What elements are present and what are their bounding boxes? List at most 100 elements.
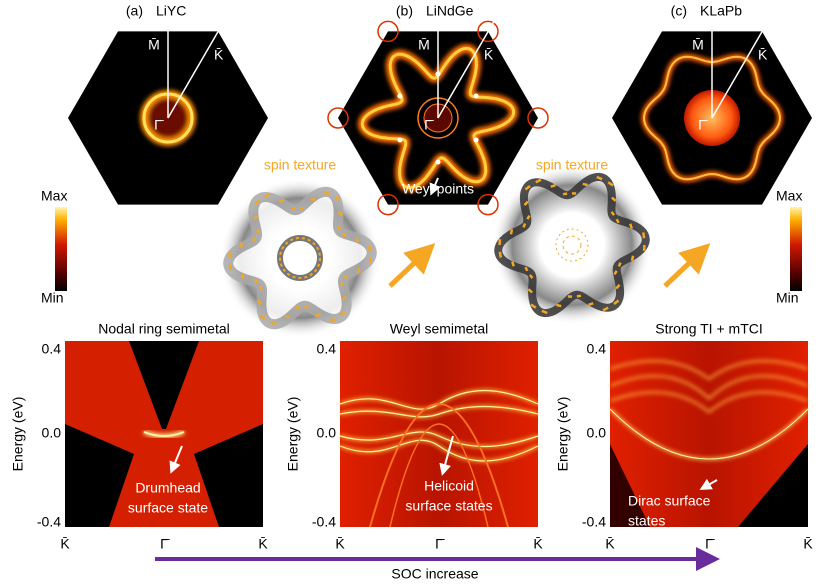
dark-region (738, 444, 808, 527)
x-tick-label: K̄ (605, 536, 615, 552)
y-tick-label: 0.0 (317, 425, 337, 441)
spin-arrow (255, 229, 261, 234)
spin-arrow (615, 284, 621, 290)
weyl-annotation: Weyl points (402, 181, 474, 197)
spin-arrow (509, 229, 514, 235)
gamma-point-label: Γ̄ (154, 117, 164, 133)
spin-arrow (610, 211, 616, 216)
annotation-arrow (169, 445, 183, 474)
spin-arrow (368, 245, 372, 252)
spin-arrow (239, 242, 244, 248)
weyl-arrow (429, 177, 441, 196)
x-tick-label: K̄ (60, 536, 70, 552)
y-tick-label: -0.4 (582, 514, 606, 530)
drumhead-state (143, 431, 185, 437)
spin-arrow (576, 294, 582, 298)
x-tick-label: Γ̄ (435, 536, 445, 552)
spin-arrow (315, 313, 321, 318)
panel-label: (c) (671, 3, 687, 19)
annotation: Drumhead (135, 480, 200, 496)
colorbar-max: Max (776, 188, 802, 204)
spin-arrow (602, 306, 609, 312)
weyl-point (397, 137, 403, 143)
x-tick-label: Γ̄ (160, 536, 170, 552)
bulk-band (609, 375, 809, 400)
helicoid-state (339, 431, 539, 448)
material-name: LiNdGe (426, 3, 474, 19)
spin-arrow (613, 299, 620, 305)
spin-arrow (334, 195, 341, 202)
annotation-arrow (699, 478, 718, 490)
y-tick-label: 0.0 (587, 425, 607, 441)
gamma-k-line (711, 21, 769, 119)
weyl-point (473, 93, 479, 99)
spin-arrow (524, 266, 529, 272)
spin-arrow (284, 314, 290, 319)
spin-arrow (535, 178, 542, 184)
spin-arrow (341, 232, 346, 238)
spin-arrow (337, 225, 342, 231)
corner-pocket (377, 193, 399, 216)
spin-arrow (582, 182, 588, 187)
spin-arrow (257, 299, 263, 305)
spin-arrow (254, 278, 259, 284)
weyl-point (473, 137, 479, 143)
spin-arrow (588, 302, 594, 306)
spin-arrow (356, 268, 361, 274)
spin-arrow (541, 309, 548, 315)
spin-arrow (528, 274, 534, 279)
bulk-band (389, 423, 489, 528)
spin-inner-ring (562, 235, 582, 255)
annotation: Helicoid (424, 478, 474, 494)
material-name: KLaPb (700, 3, 742, 19)
spin-arrow (615, 218, 620, 224)
spin-arrow (562, 192, 568, 196)
spin-arrow (611, 196, 617, 202)
spin-arrow (264, 193, 271, 199)
bulk-band (609, 391, 809, 414)
weyl-point (397, 93, 403, 99)
spin-arrow (527, 288, 533, 294)
corner-pocket (377, 20, 399, 43)
annotation-arrow (439, 435, 454, 476)
dark-region (610, 444, 650, 527)
y-axis-label: Energy (eV) (555, 397, 571, 472)
spin-texture-label: spin texture (264, 157, 337, 173)
bulk-gap (129, 341, 199, 429)
spin-arrow (253, 215, 259, 221)
m-point-label: M̄ (148, 37, 160, 53)
panel-arrow (388, 243, 436, 288)
spin-arrow (279, 198, 285, 203)
bulk-band (609, 360, 809, 381)
spin-arrow (310, 197, 316, 202)
panel-label: (a) (126, 3, 143, 19)
x-tick-label: K̄ (803, 536, 813, 552)
spin-inner-ring (279, 237, 321, 279)
x-tick-label: Γ̄ (705, 536, 715, 552)
weyl-point (435, 159, 441, 165)
panel-title: Strong TI + mTCI (655, 321, 763, 337)
spin-texture-label: spin texture (536, 157, 609, 173)
spin-arrow (228, 264, 232, 271)
x-tick-label: K̄ (335, 536, 345, 552)
y-tick-label: 0.4 (317, 341, 337, 357)
m-point-label: M̄ (692, 37, 704, 53)
y-tick-label: 0.4 (42, 341, 62, 357)
y-tick-label: 0.0 (42, 425, 62, 441)
annotation: surface state (128, 500, 208, 516)
panel-title: Nodal ring semimetal (98, 321, 230, 337)
spin-arrow (343, 274, 348, 280)
k-point-label: K̄ (214, 47, 224, 63)
helicoid-state (339, 439, 539, 462)
annotation: surface states (405, 498, 492, 514)
spin-outer-band (494, 172, 650, 318)
spin-arrow (617, 262, 622, 267)
helicoid-state (339, 405, 539, 418)
spin-arrow (337, 211, 343, 217)
m-point-label: M̄ (418, 37, 430, 53)
spin-arrow (323, 190, 330, 196)
colorbar-min: Min (41, 290, 64, 306)
corner-pocket (477, 20, 499, 43)
colorbar (55, 207, 67, 291)
spectral-bg (340, 341, 538, 527)
